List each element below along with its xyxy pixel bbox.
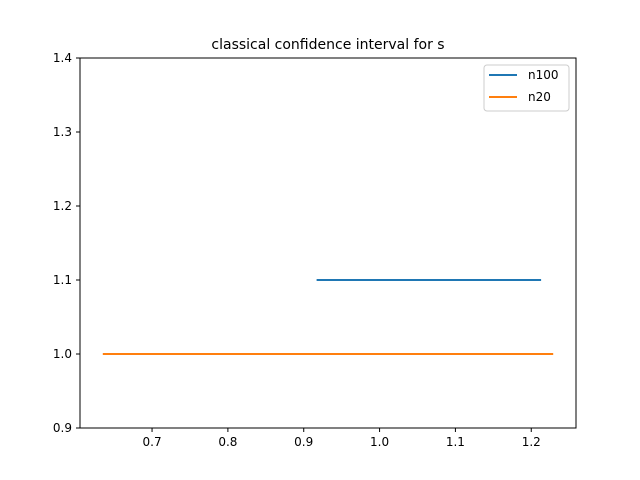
x-tick-label: 1.1 [446,435,465,449]
y-tick-label: 1.3 [53,125,72,139]
x-axis: 0.7 0.8 0.9 1.0 1.1 1.2 [143,428,541,449]
y-tick-label: 1.2 [53,199,72,213]
series-layer [102,279,554,355]
y-tick-label: 1.0 [53,347,72,361]
x-tick-label: 1.0 [370,435,389,449]
chart-title: classical confidence interval for s [211,37,444,53]
legend-label-n20: n20 [528,90,551,104]
legend: n100 n20 [483,64,570,112]
y-tick-label: 0.9 [53,421,72,435]
x-tick-label: 0.7 [143,435,162,449]
x-tick-label: 0.8 [218,435,237,449]
x-tick-label: 1.2 [522,435,541,449]
x-tick-label: 0.9 [294,435,313,449]
plot-frame [79,57,577,429]
legend-box [483,64,570,112]
y-tick-label: 1.1 [53,273,72,287]
y-axis: 0.9 1.0 1.1 1.2 1.3 1.4 [53,51,80,435]
y-tick-label: 1.4 [53,51,72,65]
legend-label-n100: n100 [528,68,559,82]
